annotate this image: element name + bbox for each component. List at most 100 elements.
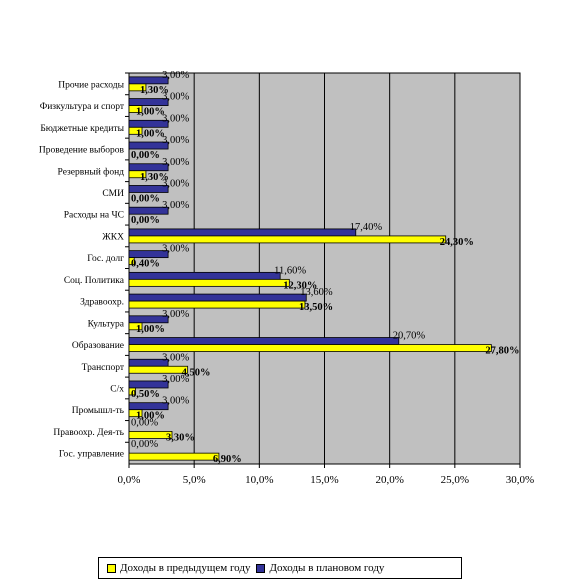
data-label-previous: 0,00% xyxy=(131,215,160,226)
x-tick-label: 30,0% xyxy=(506,474,534,486)
x-tick-labels: 0,0% 5,0% 10,0% 15,0% 20,0% 25,0% 30,0% xyxy=(118,474,535,486)
category-label: Правоохр. Дея-ть xyxy=(53,428,124,438)
data-label-planned: 0,00% xyxy=(131,417,158,428)
category-label: СМИ xyxy=(102,189,124,199)
category-label: Гос. управление xyxy=(59,450,124,460)
bar-planned-year xyxy=(128,337,400,345)
bar-previous-year xyxy=(128,257,135,266)
data-label-previous: 1,00% xyxy=(136,128,165,139)
legend-swatch-previous xyxy=(107,563,116,573)
data-label-planned: 3,00% xyxy=(162,135,189,146)
data-labels: 0,00%6,90%0,00%3,30%3,00%1,00%3,00%0,50%… xyxy=(131,70,519,465)
category-label: Транспорт xyxy=(82,363,125,373)
bar-previous-year xyxy=(128,409,143,418)
category-label: Промышл-ть xyxy=(72,406,125,416)
x-tick-label: 10,0% xyxy=(245,474,273,486)
data-label-previous: 4,50% xyxy=(182,367,211,378)
category-label: Культура xyxy=(88,319,125,329)
x-tick-label: 20,0% xyxy=(375,474,403,486)
category-label: Образование xyxy=(72,340,124,351)
data-label-previous: 24,30% xyxy=(440,237,474,248)
data-label-previous: 1,30% xyxy=(140,85,169,96)
bar-previous-year xyxy=(128,170,147,179)
bar-previous-year xyxy=(128,278,290,287)
bar-previous-year xyxy=(128,452,220,461)
bar-planned-year xyxy=(128,98,169,106)
bar-previous-year xyxy=(128,387,136,396)
data-label-planned: 3,00% xyxy=(162,374,189,385)
bar-previous-year xyxy=(128,300,306,309)
data-label-previous: 1,00% xyxy=(136,411,165,422)
data-label-previous: 0,50% xyxy=(131,389,160,400)
x-tick-label: 0,0% xyxy=(118,474,141,486)
gridlines xyxy=(125,72,521,468)
data-label-planned: 3,00% xyxy=(162,113,189,124)
data-label-previous: 0,00% xyxy=(131,193,160,204)
category-label: Проведение выборов xyxy=(39,145,125,156)
data-label-planned: 3,00% xyxy=(162,309,189,320)
category-label: Бюджетные кредиты xyxy=(40,124,124,134)
category-label: Расходы на ЧС xyxy=(64,211,124,221)
bar-previous-year xyxy=(128,322,143,331)
data-label-planned: 3,00% xyxy=(162,244,189,255)
bar-planned-year xyxy=(128,119,169,128)
data-label-previous: 27,80% xyxy=(485,346,519,357)
category-label: Физкультура и спорт xyxy=(40,102,125,112)
data-label-previous: 3,30% xyxy=(166,432,195,443)
legend-item-planned: Доходы в плановом году xyxy=(256,562,384,574)
legend-label-planned: Доходы в плановом году xyxy=(269,562,385,574)
data-label-planned: 3,00% xyxy=(162,70,189,81)
bar-planned-year xyxy=(128,380,169,389)
bar-previous-year xyxy=(128,83,147,92)
bar-previous-year xyxy=(128,235,447,244)
data-label-previous: 0,40% xyxy=(131,259,160,270)
bar-planned-year xyxy=(128,402,169,411)
x-tick-label: 15,0% xyxy=(310,474,338,486)
category-labels: Гос. управление Правоохр. Дея-ть Промышл-т… xyxy=(39,80,125,459)
data-label-previous: 1,30% xyxy=(140,172,169,183)
bar-previous-year xyxy=(128,431,173,439)
bar-planned-year xyxy=(128,250,169,259)
bar-planned-year xyxy=(128,163,169,172)
data-label-previous: 6,90% xyxy=(213,454,242,465)
data-label-planned: 13,60% xyxy=(300,287,333,298)
bar-planned-year xyxy=(128,293,307,302)
bars xyxy=(128,76,492,461)
data-label-planned: 17,40% xyxy=(350,222,383,233)
legend: Доходы в предыдущем году Доходы в планов… xyxy=(98,557,462,579)
bar-previous-year xyxy=(128,105,143,113)
data-label-planned: 3,00% xyxy=(162,396,189,407)
bar-planned-year xyxy=(128,76,169,85)
data-label-planned: 3,00% xyxy=(162,178,189,189)
data-label-planned: 0,00% xyxy=(131,439,158,450)
bar-previous-year xyxy=(128,365,189,374)
data-label-planned: 3,00% xyxy=(162,352,189,363)
data-label-planned: 11,60% xyxy=(274,265,306,276)
bar-planned-year xyxy=(128,185,169,193)
data-label-previous: 0,00% xyxy=(131,150,160,161)
category-label: Здравоохр. xyxy=(80,298,124,308)
category-label: Соц. Политика xyxy=(64,276,125,286)
x-tick-label: 25,0% xyxy=(441,474,469,486)
data-label-previous: 1,00% xyxy=(136,324,165,335)
bar-planned-year xyxy=(128,206,169,215)
bar-planned-year xyxy=(128,141,169,150)
category-label: С/х xyxy=(110,384,124,394)
data-label-previous: 12,30% xyxy=(283,280,317,291)
data-label-planned: 3,00% xyxy=(162,92,189,103)
bar-planned-year xyxy=(128,228,357,237)
bar-previous-year xyxy=(128,126,143,135)
data-label-previous: 13,50% xyxy=(299,302,333,313)
category-label: Резервный фонд xyxy=(58,166,125,177)
data-label-previous: 1,00% xyxy=(136,107,165,118)
legend-item-previous: Доходы в предыдущем году xyxy=(107,562,250,574)
data-label-planned: 3,00% xyxy=(162,157,189,168)
bar-planned-year xyxy=(128,315,169,324)
data-label-planned: 3,00% xyxy=(162,200,189,211)
legend-swatch-planned xyxy=(256,563,266,573)
x-tick-label: 5,0% xyxy=(183,474,206,486)
category-label: Прочие расходы xyxy=(58,80,124,90)
data-label-planned: 20,70% xyxy=(393,331,426,342)
legend-label-previous: Доходы в предыдущем году xyxy=(120,562,251,574)
